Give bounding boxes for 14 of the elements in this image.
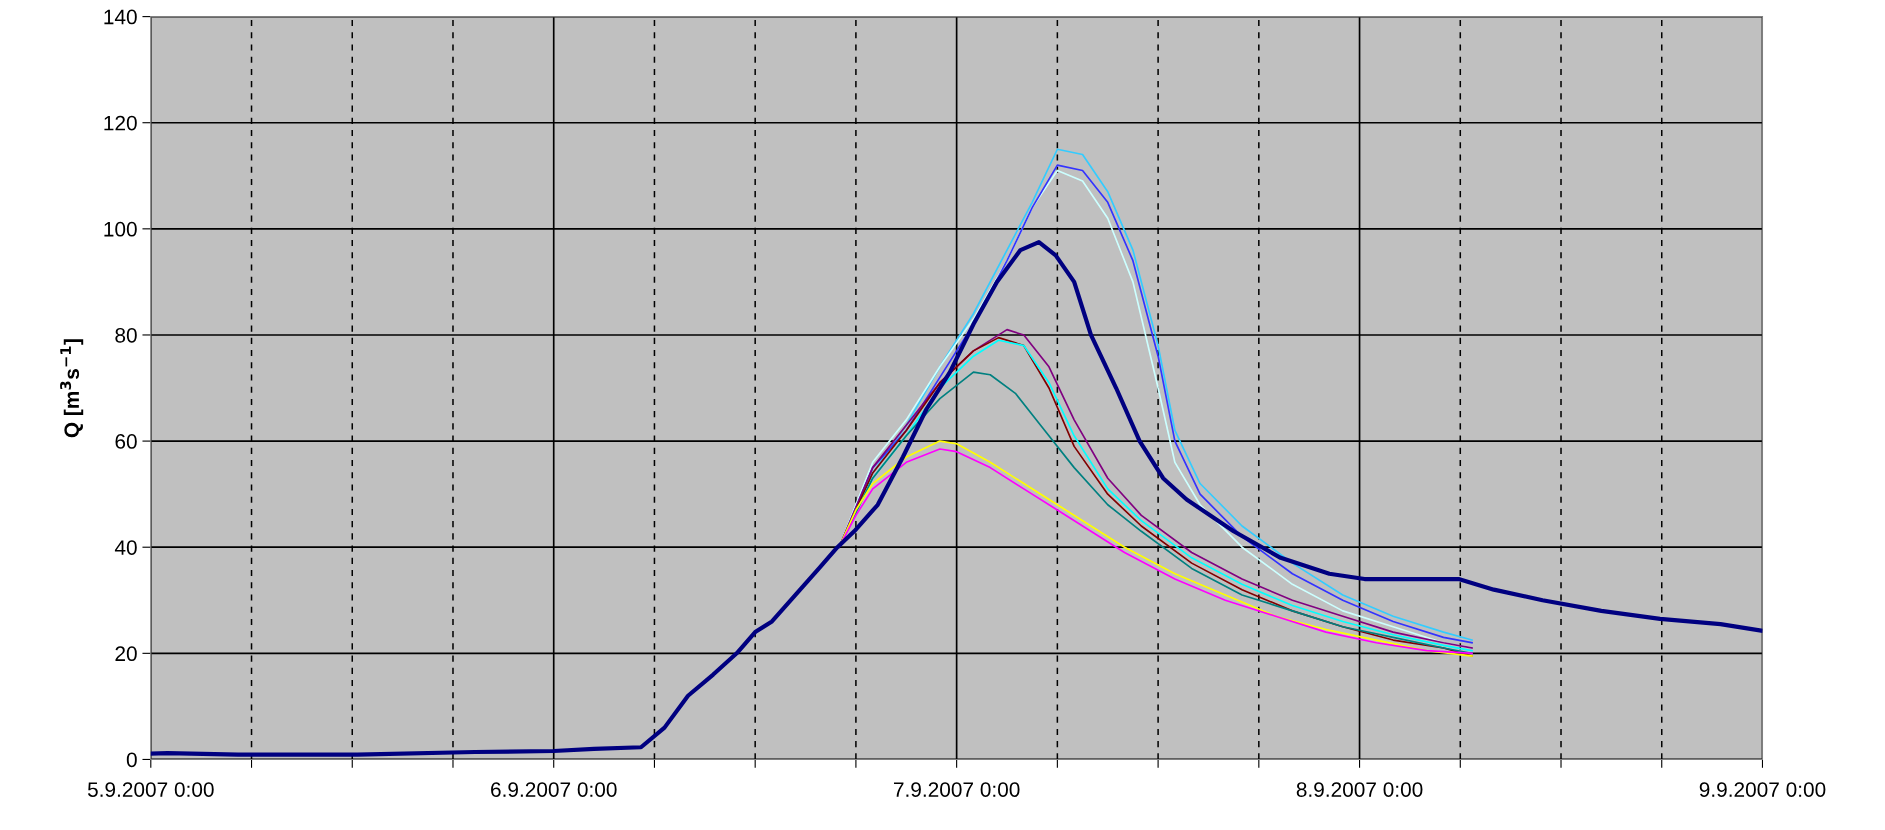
y-tick-label: 40 (114, 540, 137, 555)
x-tick-label: 7.9.2007 0:00 (894, 782, 1020, 797)
y-tick-label: 0 (126, 752, 137, 768)
y-axis-title: Q [m$^{3}$s$^{−1}$] (60, 339, 84, 438)
x-tick-label: 9.9.2007 0:00 (1699, 782, 1826, 797)
x-tick-label: 8.9.2007 0:00 (1296, 782, 1423, 797)
y-tick-label: 20 (115, 646, 137, 662)
x-tick-label: 5.9.2007 0:00 (87, 782, 214, 797)
y-tick-label: 120 (104, 115, 137, 131)
y-tick-label: 100 (104, 221, 137, 237)
y-tick-label: 60 (115, 434, 137, 449)
y-tick-label: 80 (115, 327, 137, 343)
y-tick-label: 140 (104, 9, 137, 25)
x-tick-label: 6.9.2007 0:00 (491, 782, 617, 797)
